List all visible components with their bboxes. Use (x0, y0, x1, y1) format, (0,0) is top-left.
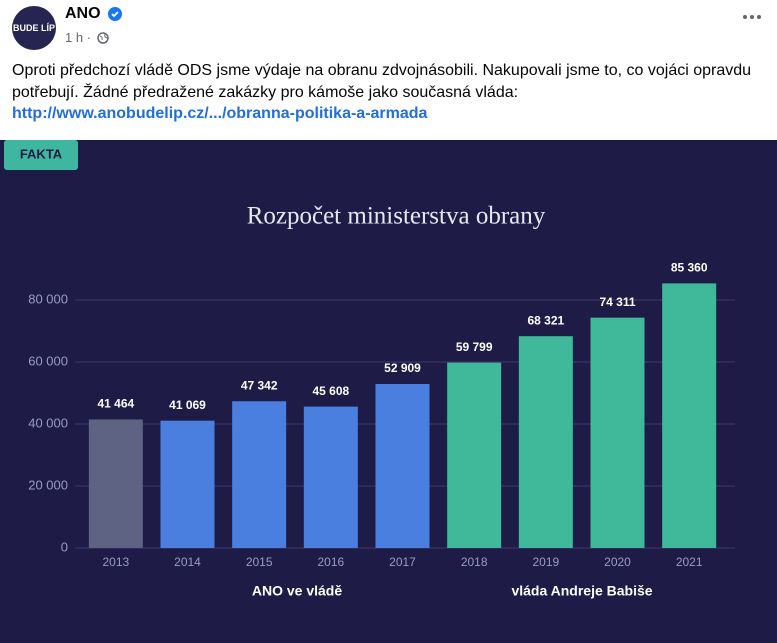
value-label: 52 909 (384, 361, 421, 375)
bar (88, 419, 143, 548)
y-tick-label: 60 000 (28, 353, 68, 368)
bar (590, 317, 645, 548)
y-tick-label: 40 000 (28, 415, 68, 430)
post-header: BUDE LÍP ANO 1 h · Oproti předchozí vlád… (0, 0, 777, 140)
value-label: 41 069 (169, 398, 206, 412)
x-tick-label: 2016 (317, 555, 344, 569)
verified-icon (108, 7, 122, 21)
post-text: Oproti předchozí vládě ODS jsme výdaje n… (12, 62, 752, 101)
y-tick-label: 80 000 (28, 291, 68, 306)
value-label: 47 342 (241, 378, 278, 392)
x-tick-label: 2017 (389, 555, 416, 569)
value-label: 74 311 (599, 295, 635, 309)
bar (232, 401, 287, 548)
y-tick-label: 20 000 (28, 477, 68, 492)
bar (447, 362, 502, 548)
x-tick-label: 2021 (676, 555, 703, 569)
globe-icon (97, 32, 109, 44)
post-link[interactable]: http://www.anobudelip.cz/.../obranna-pol… (12, 105, 428, 122)
value-label: 59 799 (456, 340, 493, 354)
logo[interactable]: BUDE LÍP (12, 6, 56, 50)
timestamp[interactable]: 1 h · (65, 30, 92, 45)
x-tick-label: 2013 (102, 555, 129, 569)
group-label: vláda Andreje Babiše (511, 583, 652, 599)
author[interactable]: ANO (65, 5, 101, 22)
value-label: 41 464 (97, 397, 134, 411)
x-tick-label: 2015 (246, 555, 273, 569)
x-tick-label: 2020 (604, 555, 631, 569)
value-label: 85 360 (671, 261, 708, 275)
chart-title: Rozpočet ministerstva obrany (247, 203, 546, 230)
bar (662, 283, 717, 548)
group-label: ANO ve vládě (252, 583, 342, 599)
bar (160, 420, 215, 548)
x-tick-label: 2014 (174, 555, 201, 569)
x-tick-label: 2018 (461, 555, 488, 569)
badge (4, 140, 78, 170)
chart: FAKTA Rozpočet ministerstva obrany ANO v… (0, 140, 777, 643)
more-button[interactable] (742, 14, 762, 20)
bar (518, 336, 573, 548)
value-label: 45 608 (312, 384, 349, 398)
y-tick-label: 0 (61, 539, 68, 554)
value-label: 68 321 (527, 313, 564, 327)
x-tick-label: 2019 (532, 555, 559, 569)
badge-text: FAKTA (20, 146, 63, 161)
bar (375, 383, 430, 548)
bar (303, 406, 358, 548)
